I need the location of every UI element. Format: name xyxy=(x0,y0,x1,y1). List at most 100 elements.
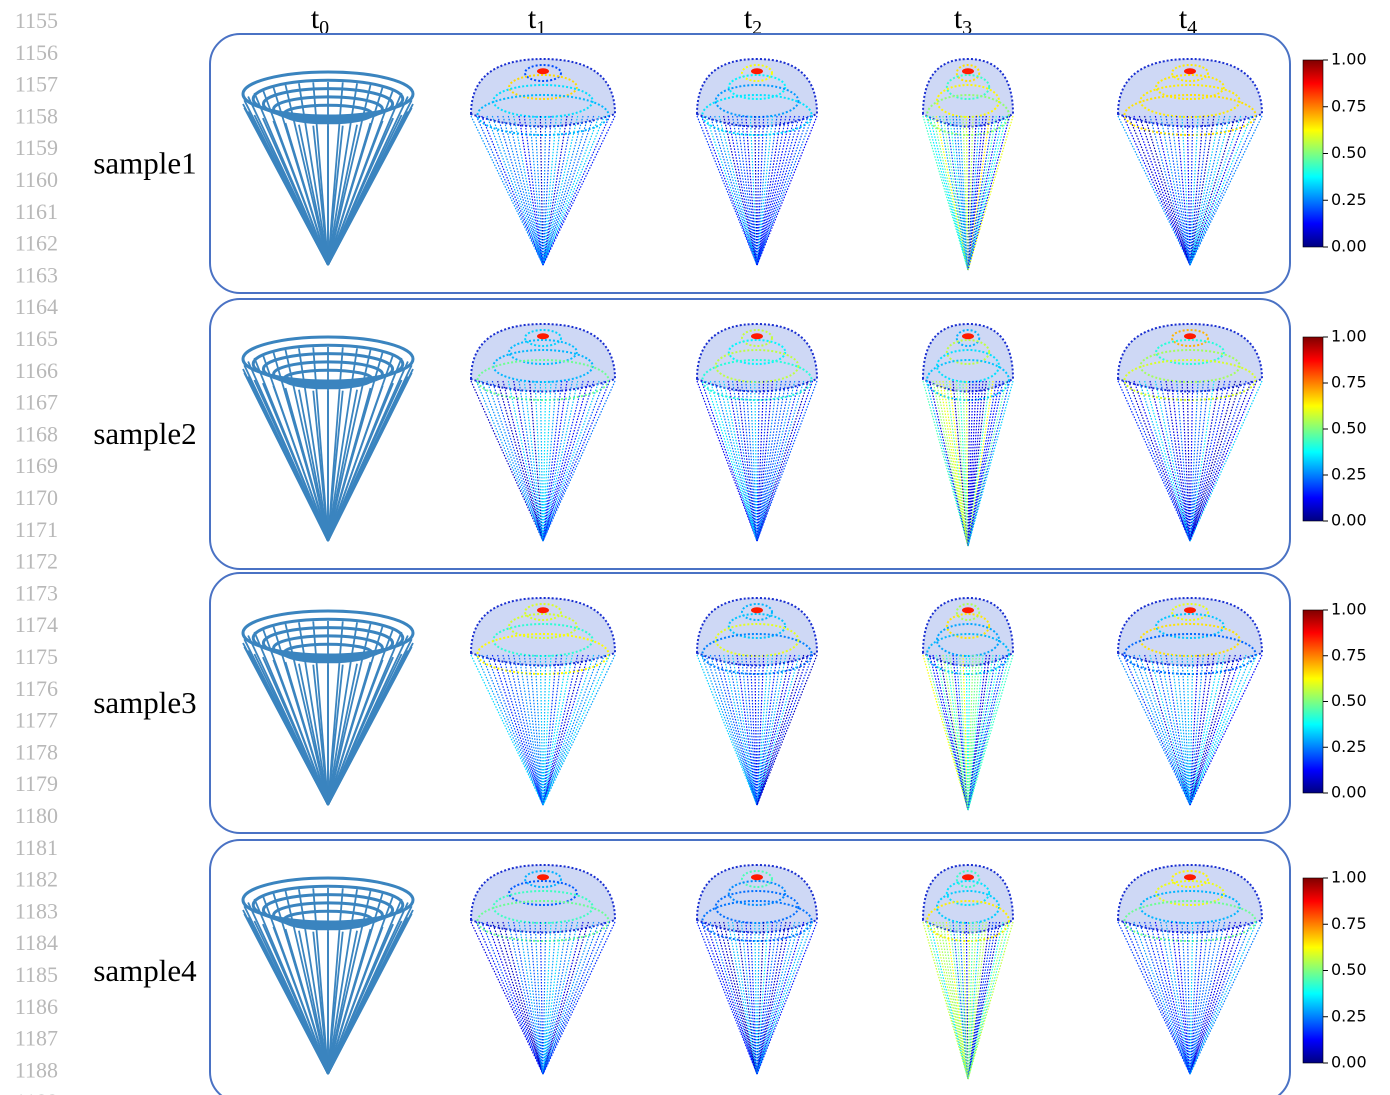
suspension-line xyxy=(733,116,757,265)
suspension-line xyxy=(543,655,599,805)
suspension-line xyxy=(492,116,543,265)
colorbar-tick-label: 0.75 xyxy=(1331,373,1367,392)
suspension-line xyxy=(715,922,757,1074)
suspension-line xyxy=(543,922,578,1074)
suspension-line xyxy=(933,655,968,810)
suspension-line xyxy=(757,116,804,265)
suspension-line xyxy=(543,655,615,805)
suspension-line xyxy=(543,116,578,265)
suspension-line xyxy=(757,381,786,541)
canopy-apex xyxy=(751,333,763,339)
suspension-line xyxy=(530,922,543,1074)
suspension-line xyxy=(543,381,610,541)
suspension-line xyxy=(926,116,968,270)
colorbar xyxy=(1303,878,1323,1063)
suspension-line xyxy=(487,922,543,1074)
suspension-line xyxy=(1190,381,1225,541)
canopy-apex xyxy=(962,607,974,613)
suspension-line xyxy=(968,116,1013,270)
line-number: 1155 xyxy=(15,8,58,33)
suspension-line xyxy=(757,381,804,541)
line-number: 1178 xyxy=(15,739,58,764)
line-number: 1185 xyxy=(15,962,58,987)
suspension-line xyxy=(1190,116,1257,265)
suspension-line xyxy=(1134,116,1190,265)
canopy-apex xyxy=(962,874,974,880)
suspension-line xyxy=(757,922,817,1074)
suspension-line xyxy=(543,381,604,541)
suspension-line xyxy=(710,381,757,541)
line-number: 1186 xyxy=(15,994,58,1019)
header-subscript: 0 xyxy=(319,17,329,39)
suspension-line xyxy=(1190,922,1230,1074)
parachute xyxy=(1118,324,1262,541)
colorbar-tick-label: 0.50 xyxy=(1331,691,1367,710)
suspension-line xyxy=(543,655,594,805)
suspension-line xyxy=(1190,655,1257,805)
parachute xyxy=(243,878,413,1074)
suspension-line xyxy=(757,655,786,805)
parachute xyxy=(923,324,1013,546)
suspension-line xyxy=(733,381,757,541)
suspension-line xyxy=(519,116,543,265)
canopy-apex xyxy=(751,68,763,74)
canopy-apex xyxy=(962,333,974,339)
parachute xyxy=(243,611,413,805)
line-number: 1179 xyxy=(15,771,58,796)
suspension-line xyxy=(476,116,543,265)
suspension-line xyxy=(476,655,543,805)
suspension-line xyxy=(492,922,543,1074)
line-number: 1168 xyxy=(15,421,58,446)
suspension-line xyxy=(1155,116,1190,265)
suspension-line xyxy=(923,922,968,1079)
parachute xyxy=(697,598,817,805)
header-subscript: 4 xyxy=(1187,17,1197,39)
suspension-line xyxy=(710,116,757,265)
suspension-line xyxy=(328,350,371,541)
suspension-line xyxy=(543,116,583,265)
suspension-line xyxy=(968,655,1006,810)
colorbar-tick-label: 0.75 xyxy=(1331,96,1367,115)
suspension-line xyxy=(1190,655,1193,805)
suspension-line xyxy=(757,381,764,541)
parachute xyxy=(1118,59,1262,265)
suspension-line xyxy=(1190,922,1251,1074)
suspension-line xyxy=(757,655,804,805)
figure: 1155115611571158115911601161116211631164… xyxy=(0,0,1390,1095)
suspension-line xyxy=(966,381,968,546)
suspension-line xyxy=(543,655,583,805)
suspension-line xyxy=(946,116,968,270)
parachute xyxy=(923,865,1013,1079)
colorbar-tick-label: 0.50 xyxy=(1331,419,1367,438)
line-number: 1164 xyxy=(15,294,58,319)
line-number: 1176 xyxy=(15,676,58,701)
suspension-line xyxy=(750,116,757,265)
row-label: sample2 xyxy=(93,416,196,451)
suspension-line xyxy=(697,922,757,1074)
line-number: 1184 xyxy=(15,930,58,955)
suspension-line xyxy=(757,922,799,1074)
suspension-line xyxy=(543,922,610,1074)
suspension-line xyxy=(1177,922,1190,1074)
parachute xyxy=(471,59,615,265)
suspension-line xyxy=(482,381,543,541)
suspension-line xyxy=(757,381,781,541)
suspension-line xyxy=(706,381,757,541)
colorbar-tick-label: 0.25 xyxy=(1331,1006,1367,1025)
suspension-line xyxy=(1166,116,1190,265)
colorbar xyxy=(1303,60,1323,247)
suspension-line xyxy=(543,922,583,1074)
line-number: 1183 xyxy=(15,898,58,923)
colorbar-tick-label: 1.00 xyxy=(1331,600,1367,619)
suspension-line xyxy=(482,922,543,1074)
suspension-line xyxy=(503,655,543,805)
line-number: 1156 xyxy=(15,40,58,65)
suspension-line xyxy=(543,116,567,265)
suspension-line xyxy=(1155,922,1190,1074)
suspension-line xyxy=(543,922,599,1074)
suspension-line xyxy=(508,381,543,541)
suspension-line xyxy=(933,116,968,270)
suspension-line xyxy=(543,116,599,265)
line-number: 1173 xyxy=(15,580,58,605)
colorbar-tick-label: 0.25 xyxy=(1331,737,1367,756)
